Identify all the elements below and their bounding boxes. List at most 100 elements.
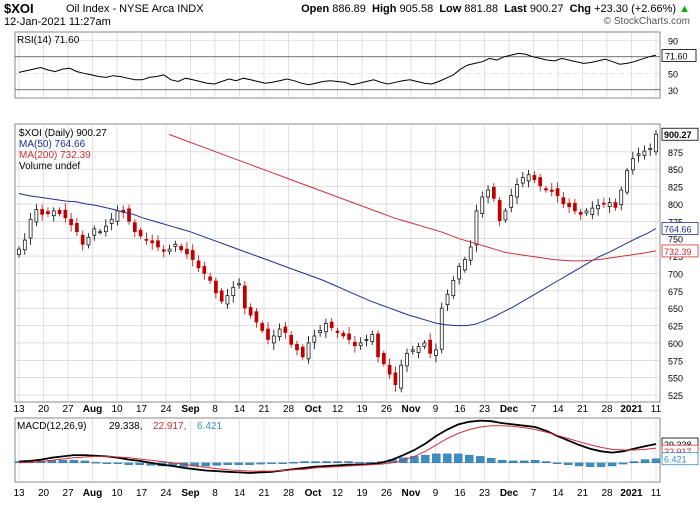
macd-histogram-bar: [651, 458, 661, 463]
price-tick-label: 800: [668, 200, 683, 210]
candle-body: [636, 153, 641, 156]
x-tick-label: Aug: [83, 404, 102, 415]
x-tick-label: 7: [531, 488, 537, 499]
x-tick-label: 21: [577, 488, 589, 499]
x-tick-label: 21: [577, 404, 589, 415]
x-tick-label: 10: [111, 404, 123, 415]
macd-histogram-bar: [69, 460, 79, 463]
candle-body: [231, 286, 236, 297]
candle-body: [422, 342, 427, 347]
macd-histogram-bar: [454, 453, 463, 463]
x-tick-label: Nov: [402, 404, 421, 415]
x-tick-label: 28: [283, 404, 295, 415]
macd-histogram-bar: [520, 460, 529, 464]
candle-body: [492, 186, 496, 199]
macd-histogram-bar: [322, 461, 331, 463]
price-tick-label: 600: [668, 339, 683, 349]
macd-histogram-bar: [552, 462, 562, 464]
x-tick-label: 12: [332, 488, 344, 499]
candle-body: [237, 283, 241, 286]
price-tick-label: 700: [668, 269, 683, 279]
candle-body: [104, 225, 108, 233]
candle-body: [335, 330, 340, 333]
candle-body: [225, 295, 230, 305]
candle-body: [329, 321, 334, 328]
candle-body: [544, 188, 548, 191]
x-tick-label: 14: [234, 488, 246, 499]
x-tick-label: 20: [38, 488, 50, 499]
candle-body: [584, 210, 589, 214]
candle-body: [486, 189, 490, 198]
x-tick-label: Sep: [181, 488, 199, 499]
price-legend-series: $XOI (Daily) 900.27: [19, 128, 107, 139]
x-tick-label: Nov: [402, 488, 421, 499]
x-tick-label: Oct: [305, 404, 322, 415]
ma50-badge-label: 764.66: [664, 224, 692, 234]
candle-body: [150, 240, 155, 244]
candle-body: [46, 211, 50, 215]
macd-histogram-bar: [498, 460, 507, 463]
x-tick-label: 14: [234, 404, 246, 415]
x-tick-label: 28: [601, 404, 613, 415]
macd-histogram-bar: [124, 462, 134, 465]
macd-histogram-bar: [344, 461, 353, 463]
x-tick-label: 21: [258, 404, 270, 415]
candle-body: [480, 196, 485, 215]
macd-histogram-bar: [223, 462, 232, 465]
signal-line: [18, 425, 657, 472]
macd-histogram-bar: [201, 462, 210, 467]
candle-body: [22, 239, 27, 251]
candle-body: [138, 229, 143, 237]
candle-body: [410, 349, 415, 352]
macd-histogram-bar: [91, 461, 101, 464]
x-tick-label: 14: [552, 488, 564, 499]
candle-body: [86, 236, 91, 246]
candle-body: [341, 332, 346, 337]
candle-body: [573, 202, 577, 212]
candle-body: [607, 202, 612, 208]
x-tick-label: 19: [356, 404, 368, 415]
candle-body: [387, 364, 392, 375]
macd-legend-value: 29.338,: [109, 421, 142, 432]
x-tick-label: Dec: [500, 488, 519, 499]
macd-histogram-bar: [102, 462, 112, 464]
candle-body: [271, 335, 276, 344]
candle-body: [167, 248, 172, 252]
candle-body: [520, 177, 525, 184]
price-tick-label: 825: [668, 183, 683, 193]
candle-body: [318, 330, 322, 333]
candle-body: [578, 211, 583, 215]
x-tick-label: 11: [651, 404, 662, 415]
candle-body: [51, 210, 56, 217]
macd-badge-label: 22.917: [664, 447, 692, 457]
candle-body: [219, 290, 224, 302]
candle-body: [202, 266, 207, 274]
macd-histogram-bar: [509, 460, 518, 464]
ma200-line: [168, 133, 657, 262]
candle-body: [277, 328, 282, 338]
candle-body: [283, 326, 288, 333]
rsi-line: [18, 52, 657, 86]
candle-body: [80, 234, 85, 245]
x-tick-label: Sep: [181, 404, 199, 415]
candle-body: [173, 243, 178, 247]
candle-body: [98, 231, 102, 234]
x-tick-label: 8: [212, 488, 218, 499]
date-time: 12-Jan-2021 11:27am: [4, 16, 111, 28]
candle-body: [463, 259, 467, 271]
macd-histogram-bar: [256, 462, 265, 465]
candle-body: [347, 333, 351, 340]
macd-histogram-bar: [135, 462, 145, 465]
macd-histogram-bar: [113, 462, 123, 464]
x-tick-label: 9: [433, 488, 439, 499]
chg-label: Chg: [569, 3, 592, 15]
candle-body: [260, 323, 265, 331]
high-label: High: [372, 3, 397, 15]
candle-body: [69, 218, 73, 226]
candle-body: [596, 204, 600, 210]
candle-body: [92, 228, 97, 236]
rsi-tick-label: 50: [668, 69, 678, 79]
chart-header: $XOI Oil Index - NYSE Arca INDX 12-Jan-2…: [0, 0, 700, 30]
x-tick-label: 9: [433, 404, 439, 415]
candle-body: [289, 334, 294, 345]
